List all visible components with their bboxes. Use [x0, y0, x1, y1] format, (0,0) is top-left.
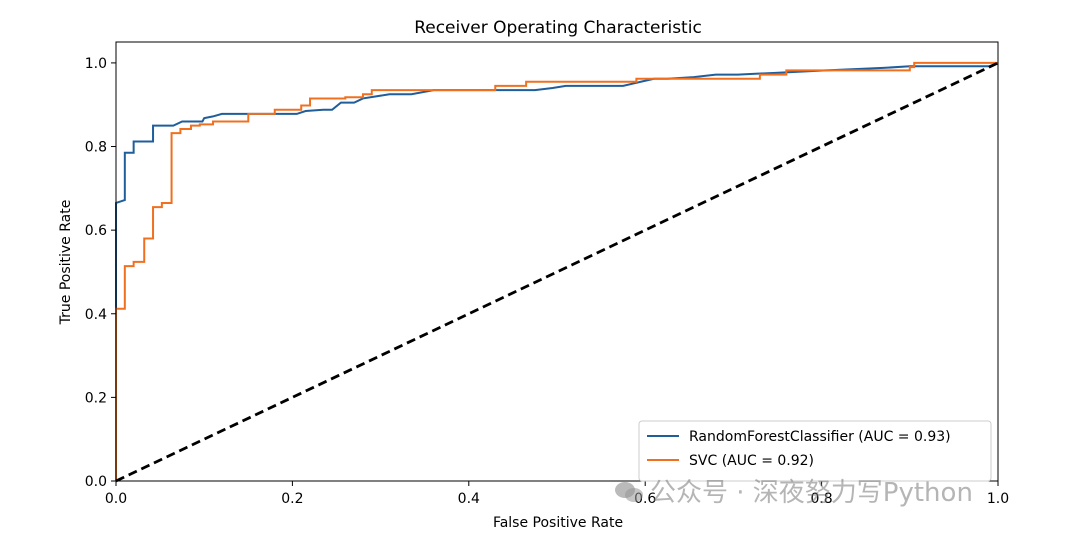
legend-label: RandomForestClassifier (AUC = 0.93) — [689, 429, 951, 445]
x-tick-label: 0.8 — [810, 491, 832, 507]
y-axis: 0.0 0.2 0.4 0.6 0.8 1.0 — [85, 56, 116, 490]
y-tick-label: 0.0 — [85, 474, 107, 490]
series-line-svc — [115, 61, 998, 481]
y-tick-label: 0.8 — [85, 140, 107, 156]
x-axis-label: False Positive Rate — [493, 515, 623, 531]
axes-frame — [115, 41, 999, 482]
x-tick-label: 1.0 — [987, 491, 1009, 507]
legend: RandomForestClassifier (AUC = 0.93) SVC (… — [638, 420, 992, 482]
x-tick-label: 0.2 — [281, 491, 303, 507]
wechat-icon — [615, 482, 643, 502]
legend-box — [638, 420, 992, 482]
axes-border — [115, 41, 999, 482]
x-axis: 0.0 0.2 0.4 0.6 0.8 1.0 — [105, 481, 1009, 507]
y-tick-label: 1.0 — [85, 56, 107, 72]
y-axis-label: True Positive Rate — [58, 200, 74, 326]
chance-diagonal-line — [115, 61, 999, 483]
x-tick-label: 0.0 — [105, 491, 127, 507]
x-tick-label: 0.4 — [458, 491, 480, 507]
chart-title: Receiver Operating Characteristic — [414, 18, 702, 38]
watermark-text: 公众号 · 深夜努力写Python — [650, 478, 973, 508]
series-line-random-forest — [115, 61, 999, 481]
y-tick-label: 0.2 — [85, 390, 107, 406]
y-tick-label: 0.6 — [85, 223, 107, 239]
y-tick-label: 0.4 — [85, 307, 107, 323]
plot-area — [115, 61, 999, 483]
watermark: 公众号 · 深夜努力写Python — [614, 472, 973, 509]
legend-label: SVC (AUC = 0.92) — [689, 453, 814, 469]
